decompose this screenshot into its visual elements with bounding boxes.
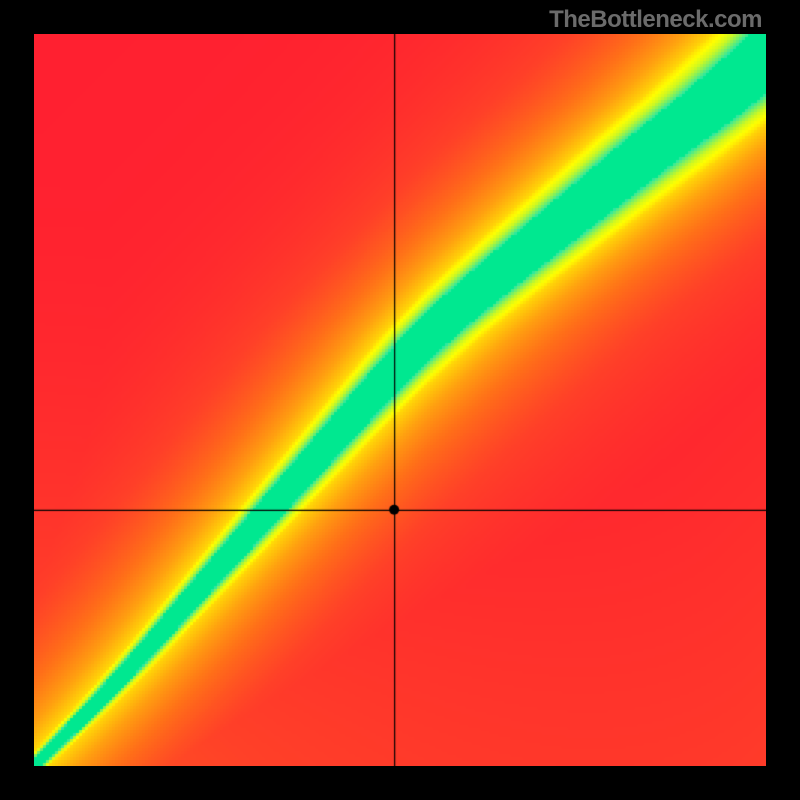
chart-container: TheBottleneck.com xyxy=(0,0,800,800)
watermark-text: TheBottleneck.com xyxy=(549,6,762,34)
bottleneck-heatmap xyxy=(34,34,766,766)
